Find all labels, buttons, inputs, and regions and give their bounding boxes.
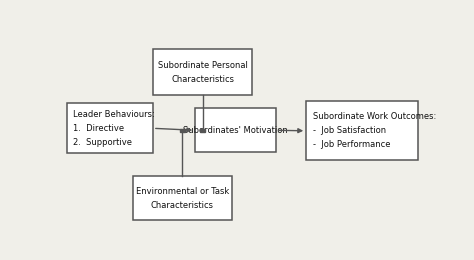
- Text: 1.  Directive: 1. Directive: [73, 124, 124, 133]
- Text: Subordinates' Motivation: Subordinates' Motivation: [183, 126, 288, 135]
- Text: Characteristics: Characteristics: [151, 201, 214, 210]
- Text: Characteristics: Characteristics: [171, 75, 234, 84]
- Text: 2.  Supportive: 2. Supportive: [73, 138, 132, 147]
- Text: Subordinate Work Outcomes:: Subordinate Work Outcomes:: [313, 112, 436, 121]
- Bar: [66, 103, 153, 153]
- Bar: [195, 108, 276, 152]
- Bar: [201, 129, 205, 132]
- Bar: [133, 176, 232, 220]
- Bar: [306, 101, 418, 160]
- Text: Leader Behaviours:: Leader Behaviours:: [73, 110, 155, 119]
- Bar: [180, 129, 184, 132]
- Text: Environmental or Task: Environmental or Task: [136, 187, 229, 196]
- Bar: [153, 49, 252, 95]
- Text: -  Job Performance: - Job Performance: [313, 140, 390, 149]
- Text: Subordinate Personal: Subordinate Personal: [157, 61, 247, 70]
- Text: -  Job Satisfaction: - Job Satisfaction: [313, 126, 386, 135]
